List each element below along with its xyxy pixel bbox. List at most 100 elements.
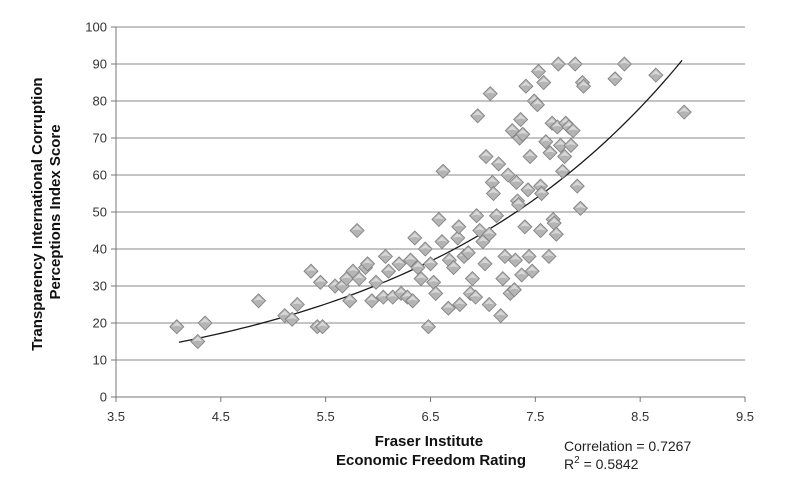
data-point-highlight bbox=[443, 303, 454, 309]
data-point bbox=[563, 137, 579, 153]
data-point bbox=[572, 200, 588, 216]
x-tick-label: 3.5 bbox=[107, 409, 125, 424]
data-point bbox=[550, 56, 566, 72]
data-point-highlight bbox=[557, 166, 568, 172]
data-point bbox=[491, 156, 507, 172]
data-point bbox=[534, 185, 550, 202]
data-point-highlight bbox=[305, 266, 316, 272]
data-point bbox=[575, 78, 592, 94]
data-point-highlight bbox=[407, 295, 418, 301]
x-tick-labels: 3.5 4.5 5.5 6.5 7.5 8.5 9.5 bbox=[107, 409, 754, 424]
data-point-highlight bbox=[383, 266, 394, 272]
data-point-highlight bbox=[448, 262, 459, 268]
data-point-highlight bbox=[503, 170, 514, 175]
y-tick-label: 30 bbox=[93, 279, 107, 294]
data-point bbox=[521, 248, 537, 264]
data-point bbox=[515, 126, 531, 142]
data-point bbox=[431, 211, 447, 227]
data-point-highlight bbox=[477, 236, 488, 242]
data-point bbox=[428, 285, 444, 301]
r-squared-exponent: 2 bbox=[574, 455, 580, 466]
x-tick-label: 6.5 bbox=[421, 409, 439, 424]
data-point-highlight bbox=[552, 121, 563, 127]
data-point bbox=[478, 148, 494, 165]
data-point-highlight bbox=[516, 269, 527, 275]
gridlines bbox=[116, 26, 745, 361]
data-point-highlight bbox=[619, 59, 630, 64]
data-point-highlight bbox=[317, 321, 328, 327]
data-point-highlight bbox=[481, 151, 492, 157]
data-point-highlight bbox=[484, 299, 495, 305]
data-point-highlight bbox=[192, 336, 203, 342]
x-tick-label: 5.5 bbox=[317, 409, 335, 424]
data-point bbox=[451, 219, 467, 235]
data-point-highlight bbox=[396, 288, 407, 294]
data-point-highlight bbox=[549, 218, 560, 224]
data-point bbox=[413, 271, 429, 287]
data-point bbox=[507, 252, 523, 268]
y-tick-labels: 0 10 20 30 40 50 60 70 80 90 100 bbox=[85, 20, 107, 405]
data-point bbox=[197, 315, 213, 331]
data-point bbox=[377, 248, 393, 264]
data-point-highlight bbox=[650, 70, 661, 76]
data-point-highlight bbox=[493, 158, 504, 164]
data-point-highlight bbox=[532, 99, 543, 105]
data-point-highlight bbox=[352, 225, 363, 231]
data-point-highlight bbox=[292, 299, 303, 305]
data-point-highlight bbox=[507, 125, 518, 131]
data-point bbox=[567, 56, 583, 72]
data-point-highlight bbox=[610, 73, 621, 79]
data-point-highlight bbox=[525, 151, 536, 157]
data-point-highlight bbox=[474, 225, 485, 231]
data-point-highlight bbox=[536, 188, 547, 194]
data-point bbox=[508, 174, 525, 190]
data-point-highlight bbox=[484, 229, 495, 235]
data-point bbox=[284, 311, 300, 327]
x-tick-label: 4.5 bbox=[212, 409, 230, 424]
data-point-highlight bbox=[472, 110, 483, 116]
data-point-highlight bbox=[572, 181, 583, 187]
data-point bbox=[676, 104, 692, 120]
data-point bbox=[452, 296, 468, 313]
data-point-highlight bbox=[344, 295, 355, 301]
data-point-highlight bbox=[341, 273, 352, 279]
y-axis-title-line-1: Transparency International Corruption bbox=[29, 77, 46, 350]
axes bbox=[111, 26, 746, 402]
data-point bbox=[342, 293, 358, 309]
data-point-highlight bbox=[454, 299, 465, 305]
data-point-highlight bbox=[430, 288, 441, 294]
data-point bbox=[351, 271, 367, 287]
data-point bbox=[435, 163, 451, 179]
data-point bbox=[541, 248, 557, 264]
data-point bbox=[530, 63, 547, 79]
data-point-highlight bbox=[491, 210, 502, 216]
y-tick-label: 70 bbox=[93, 131, 107, 146]
data-point-highlight bbox=[497, 273, 508, 279]
correlation-label: Correlation = 0.7267 bbox=[564, 438, 691, 454]
data-point-highlight bbox=[465, 288, 476, 294]
data-point-highlight bbox=[553, 59, 564, 64]
data-point-highlight bbox=[453, 221, 464, 227]
data-point bbox=[495, 271, 511, 287]
data-point-highlight bbox=[515, 114, 526, 120]
data-point bbox=[464, 271, 480, 287]
data-point-highlight bbox=[480, 258, 491, 264]
data-point-highlight bbox=[485, 88, 496, 94]
data-point-highlight bbox=[519, 221, 530, 227]
data-point-highlight bbox=[387, 292, 398, 298]
data-point-highlight bbox=[402, 292, 413, 298]
data-point bbox=[460, 245, 476, 261]
y-tick-label: 10 bbox=[93, 353, 107, 368]
data-point-highlight bbox=[354, 273, 365, 279]
x-tick-label: 8.5 bbox=[631, 409, 649, 424]
x-axis-title-line-2: Economic Freedom Rating bbox=[336, 452, 526, 469]
data-point bbox=[520, 182, 536, 198]
x-tick-label: 7.5 bbox=[526, 409, 544, 424]
y-axis-title-line-2: Perceptions Index Score bbox=[47, 124, 64, 299]
data-point bbox=[405, 293, 421, 309]
data-point-highlight bbox=[511, 177, 522, 183]
data-point bbox=[434, 234, 450, 250]
data-point bbox=[548, 226, 564, 242]
data-point-highlight bbox=[499, 251, 510, 257]
data-point bbox=[349, 222, 365, 239]
